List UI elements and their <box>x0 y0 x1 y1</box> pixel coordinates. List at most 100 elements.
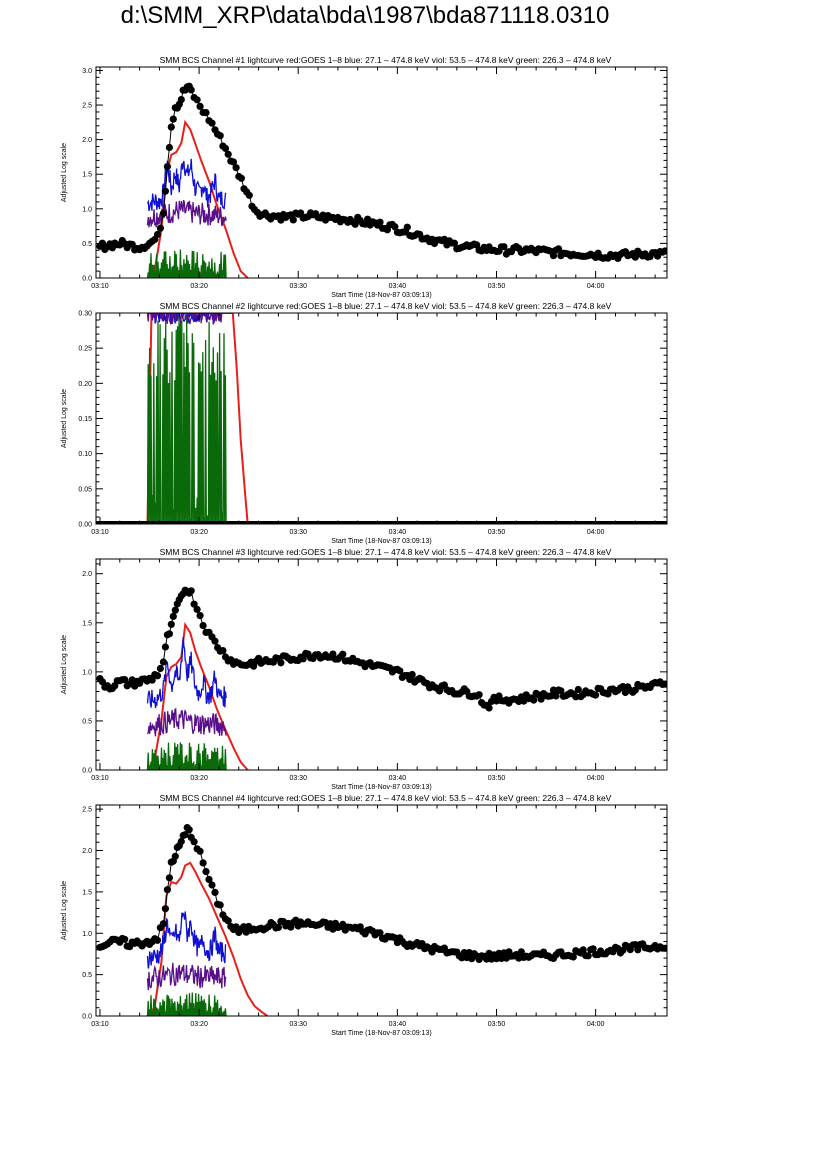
series-bcs-point <box>163 163 171 171</box>
series-goes-line <box>146 621 249 770</box>
series-bcs-point <box>211 637 219 645</box>
x-tick-label: 03:10 <box>91 1021 109 1028</box>
series-bcs-point <box>211 888 219 897</box>
x-axis-label: Start Time (18-Nov-87 03:09:13) <box>331 292 431 299</box>
series-bcs-point <box>376 218 384 226</box>
series-bcs-point <box>631 686 639 694</box>
x-tick-label: 04:00 <box>587 283 605 290</box>
series-green-line <box>146 316 227 524</box>
series-bcs-point <box>199 622 207 630</box>
y-tick-label: 2.5 <box>82 807 92 814</box>
series-bcs-point <box>128 240 136 248</box>
x-tick-label: 03:10 <box>91 283 109 290</box>
series-bcs-point <box>208 119 216 127</box>
series-bcs-point <box>199 859 207 867</box>
series-bcs-point <box>376 929 384 937</box>
y-tick-label: 0.0 <box>82 1014 92 1021</box>
y-tick-label: 0.5 <box>82 241 92 248</box>
x-tick-label: 03:30 <box>289 283 307 290</box>
series-bcs-point <box>159 658 167 666</box>
y-tick-label: 1.5 <box>82 172 92 179</box>
series-bcs-point <box>552 692 560 700</box>
series-bcs-point <box>216 901 224 909</box>
series-bcs-point <box>208 881 216 889</box>
series-bcs-point <box>391 223 399 231</box>
series-bcs-point <box>537 695 545 703</box>
plot-area <box>96 313 667 524</box>
plot-frame <box>95 804 668 1017</box>
plot-area <box>96 824 667 1016</box>
series-bcs-point <box>554 245 563 253</box>
series-bcs-point <box>169 612 177 621</box>
series-bcs-point <box>196 612 204 620</box>
series-bcs-point <box>592 691 600 699</box>
y-tick-label: 0.30 <box>78 311 92 318</box>
series-bcs-point <box>153 936 162 944</box>
series-bcs-point <box>549 252 558 260</box>
series-bcs-point <box>245 191 253 199</box>
y-tick-label: 1.0 <box>82 206 92 213</box>
y-tick-label: 0.25 <box>78 346 92 353</box>
x-tick-label: 03:30 <box>289 775 307 782</box>
series-bcs-point <box>216 132 224 140</box>
x-axis-label: Start Time (18-Nov-87 03:09:13) <box>331 784 431 791</box>
y-tick-label: 0.00 <box>78 522 92 529</box>
x-tick-label: 03:40 <box>389 529 407 536</box>
series-bcs-point <box>156 224 164 232</box>
series-bcs-point <box>500 243 508 251</box>
series-green-line <box>146 742 227 770</box>
x-tick-label: 04:00 <box>587 775 605 782</box>
y-tick-label: 0.15 <box>78 416 92 423</box>
series-bcs-point <box>475 691 483 699</box>
series-bcs-point <box>185 826 193 834</box>
chart-title: SMM BCS Channel #2 lightcurve red:GOES 1… <box>160 301 612 311</box>
series-violet-line <box>146 199 227 228</box>
series-bcs-point <box>193 96 201 104</box>
series-bcs-point <box>219 647 227 655</box>
plot-frame <box>95 66 668 279</box>
series-bcs-point <box>148 676 156 684</box>
series-bcs-point <box>351 220 359 228</box>
chart-title: SMM BCS Channel #3 lightcurve red:GOES 1… <box>160 547 612 557</box>
plot-area <box>96 82 667 278</box>
series-bcs-point <box>159 920 167 928</box>
chart-panel-1: SMM BCS Channel #1 lightcurve red:GOES 1… <box>61 55 668 299</box>
y-tick-label: 1.0 <box>82 669 92 676</box>
series-bcs-point <box>98 678 106 686</box>
series-bcs-point <box>224 150 232 158</box>
x-tick-label: 03:20 <box>190 529 208 536</box>
series-bcs-point <box>408 670 416 679</box>
series-bcs-point <box>237 174 245 182</box>
series-bcs-point <box>530 696 538 704</box>
plot-area <box>96 586 667 770</box>
series-bcs-point <box>171 606 179 614</box>
x-tick-label: 03:20 <box>190 775 208 782</box>
x-axis-label: Start Time (18-Nov-87 03:09:13) <box>331 1030 431 1037</box>
series-bcs-point <box>177 96 185 104</box>
y-tick-label: 0.20 <box>78 381 92 388</box>
series-bcs-point <box>339 650 347 658</box>
x-tick-label: 03:50 <box>488 283 506 290</box>
chart-panel-3: SMM BCS Channel #3 lightcurve red:GOES 1… <box>61 547 668 791</box>
series-bcs-point <box>557 687 565 695</box>
series-bcs-point <box>153 672 162 680</box>
chart-title: SMM BCS Channel #1 lightcurve red:GOES 1… <box>160 55 612 65</box>
series-bcs-point <box>589 945 597 953</box>
series-bcs-point <box>169 115 177 123</box>
series-bcs-point <box>661 944 667 952</box>
x-tick-label: 03:30 <box>289 1021 307 1028</box>
series-bcs-point <box>549 686 558 694</box>
y-tick-label: 1.5 <box>82 620 92 627</box>
plot-frame <box>95 558 668 771</box>
series-violet-line <box>146 707 227 737</box>
chart-panel-4: SMM BCS Channel #4 lightcurve red:GOES 1… <box>61 793 668 1037</box>
series-bcs-point <box>187 86 195 94</box>
y-tick-label: 0.05 <box>78 486 92 493</box>
series-bcs-point <box>202 109 210 117</box>
x-tick-label: 04:00 <box>587 1021 605 1028</box>
y-tick-label: 2.0 <box>82 571 92 578</box>
series-bcs-point <box>196 102 204 110</box>
series-bcs-point <box>224 917 232 925</box>
y-tick-label: 0.0 <box>82 768 92 775</box>
